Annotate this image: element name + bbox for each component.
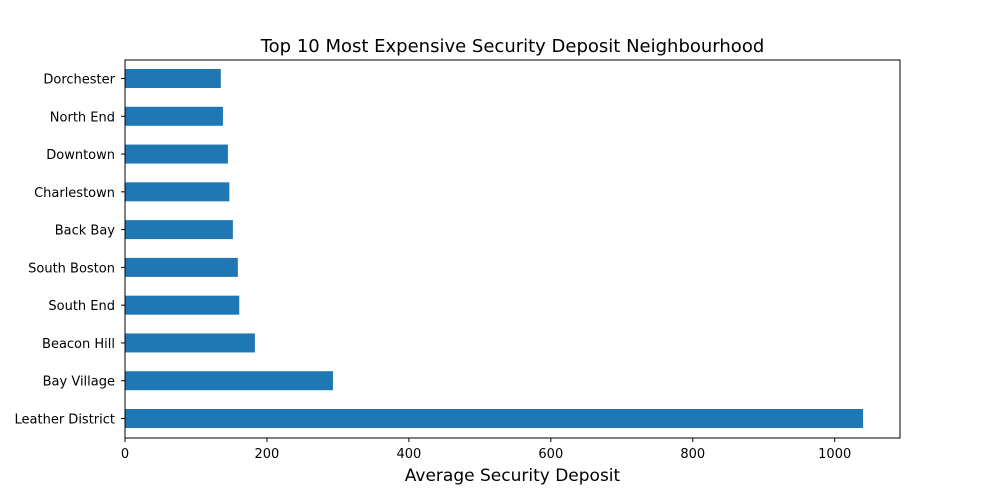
y-tick-label: Leather District — [15, 413, 115, 428]
bar — [125, 257, 238, 277]
bar — [125, 106, 223, 126]
x-tick-label: 400 — [396, 447, 421, 462]
bar — [125, 144, 228, 164]
bars-group — [125, 69, 864, 428]
x-tick-label: 0 — [121, 447, 129, 462]
bar — [125, 182, 230, 202]
y-tick-label: South End — [48, 299, 115, 314]
chart-title: Top 10 Most Expensive Security Deposit N… — [260, 36, 765, 57]
x-axis-label: Average Security Deposit — [405, 466, 621, 486]
x-ticks: 0 200 400 600 800 1000 — [121, 438, 851, 462]
y-tick-label: Beacon Hill — [42, 337, 115, 352]
bar — [125, 333, 255, 353]
x-tick-label: 600 — [538, 447, 563, 462]
x-tick-label: 800 — [680, 447, 705, 462]
y-tick-label: Downtown — [46, 148, 115, 163]
y-tick-label: South Boston — [28, 261, 115, 276]
plot-frame — [124, 59, 901, 439]
y-tick-label: Back Bay — [55, 224, 116, 239]
y-tick-label: Dorchester — [43, 73, 115, 88]
bar — [125, 409, 864, 428]
y-tick-label: North End — [50, 110, 115, 125]
y-tick-labels: Dorchester North End Downtown Charlestown Ba… — [15, 73, 125, 428]
bar — [125, 295, 240, 315]
x-tick-label: 1000 — [818, 447, 851, 462]
bar — [125, 371, 333, 391]
bar — [125, 220, 233, 240]
x-tick-label: 200 — [255, 447, 280, 462]
bar — [125, 69, 221, 88]
y-tick-label: Bay Village — [43, 375, 115, 390]
y-tick-label: Charlestown — [34, 186, 115, 201]
